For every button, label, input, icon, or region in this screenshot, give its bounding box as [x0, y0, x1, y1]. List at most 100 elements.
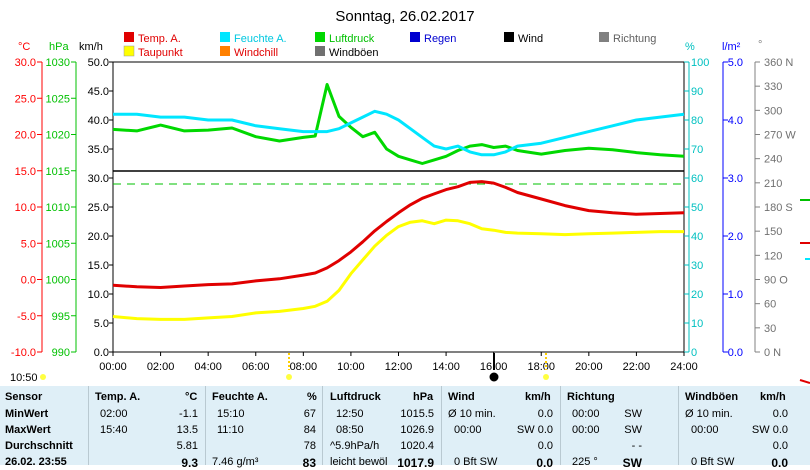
direction-max-time: 00:00 — [572, 424, 600, 436]
wind-min-value: 0.0 — [537, 408, 553, 420]
wind-axis-tick: 45.0 — [88, 86, 109, 98]
sensor-header: Sensor — [5, 391, 43, 403]
series-line-feuchte-a — [113, 109, 685, 157]
wind-axis-tick: 35.0 — [88, 144, 109, 156]
axis-unit-humidity: % — [685, 41, 695, 53]
gusts-unit: km/h — [760, 391, 786, 403]
sun-icon-left — [40, 374, 46, 380]
legend-swatch-pressure — [315, 32, 325, 42]
humidity-header: Feuchte A. — [212, 391, 268, 403]
data-series — [112, 83, 685, 321]
axis-unit-pressure: hPa — [49, 41, 69, 53]
pressure-axis-tick: 1005 — [46, 238, 70, 250]
legend-label-temp: Temp. A. — [138, 33, 181, 45]
temp-axis-tick: 25.0 — [15, 93, 36, 105]
pressure-max-value: 1026.9 — [400, 424, 434, 436]
divider-pressure — [322, 386, 323, 465]
direction-min-value: SW — [624, 408, 642, 420]
humidity-axis-tick: 10 — [691, 318, 703, 330]
x-axis-tick: 14:00 — [432, 361, 460, 373]
wind-axis-tick: 25.0 — [88, 202, 109, 214]
rain-axis-tick: 2.0 — [728, 231, 743, 243]
x-axis-tick: 10:00 — [337, 361, 365, 373]
pressure-axis-tick: 1010 — [46, 202, 70, 214]
wind-current-value: 0.0 — [536, 456, 553, 470]
series-line-temp-a — [112, 180, 685, 289]
legend-swatch-temp — [124, 32, 134, 42]
legend-swatch-humidity — [220, 32, 230, 42]
axis-unit-direction: ° — [758, 39, 762, 51]
legend-label-dewpoint: Taupunkt — [138, 47, 183, 59]
x-axis-tick: 20:00 — [575, 361, 603, 373]
pressure-axis-tick: 1030 — [46, 57, 70, 69]
gusts-min-value: 0.0 — [772, 408, 788, 420]
statistics-table: Sensor MinWert MaxWert Durchschnitt 26.0… — [0, 386, 810, 470]
temp-header: Temp. A. — [95, 391, 141, 403]
temp-axis-tick: -5.0 — [17, 311, 36, 323]
x-axis-tick: 04:00 — [194, 361, 222, 373]
edge-mark-red2 — [799, 379, 810, 384]
pressure-max-time: 08:50 — [336, 424, 364, 436]
legend-label-rain: Regen — [424, 33, 456, 45]
rain-axis-tick: 3.0 — [728, 173, 743, 185]
temp-axis-tick: 20.0 — [15, 130, 36, 142]
direction-axis-tick: 150 — [764, 226, 782, 238]
pressure-trend: ^5.9hPa/h — [330, 440, 380, 452]
wind-axis-tick: 15.0 — [88, 260, 109, 272]
divider-wind — [441, 386, 442, 465]
humidity-absolute: 7.46 g/m³ — [212, 456, 259, 468]
wind-axis-tick: 5.0 — [94, 318, 109, 330]
x-axis-tick: 22:00 — [623, 361, 651, 373]
direction-axis-tick: 0 N — [764, 347, 781, 359]
gusts-max-time: 00:00 — [691, 424, 719, 436]
x-axis-tick: 06:00 — [242, 361, 270, 373]
humidity-unit: % — [307, 391, 317, 403]
legend-label-gusts: Windböen — [329, 47, 379, 59]
humidity-axis-tick: 20 — [691, 289, 703, 301]
sunset-icon — [543, 374, 549, 380]
x-axis-tick: 00:00 — [99, 361, 127, 373]
temp-min-time: 02:00 — [100, 408, 128, 420]
row-label-max: MaxWert — [5, 424, 51, 436]
wind-avg-value: 0.0 — [537, 440, 553, 452]
legend-label-humidity: Feuchte A. — [234, 33, 287, 45]
direction-current-degrees: 225 ° — [572, 456, 598, 468]
humidity-axis-tick: 60 — [691, 173, 703, 185]
legend-label-wind: Wind — [518, 33, 543, 45]
wind-axis-tick: 40.0 — [88, 115, 109, 127]
chart-title: Sonntag, 26.02.2017 — [335, 8, 474, 25]
gusts-max-value: SW 0.0 — [751, 424, 788, 436]
pressure-unit: hPa — [413, 391, 434, 403]
pressure-current-value: 1017.9 — [397, 456, 434, 470]
temp-max-value: 13.5 — [176, 424, 198, 436]
direction-axis-tick: 270 W — [764, 130, 796, 142]
direction-header: Richtung — [567, 391, 615, 403]
humidity-axis-tick: 70 — [691, 144, 703, 156]
pressure-forecast: leicht bewöl — [330, 456, 388, 468]
pressure-axis-tick: 990 — [52, 347, 70, 359]
divider-humidity — [205, 386, 206, 465]
wind-axis-tick: 10.0 — [88, 289, 109, 301]
legend-label-pressure: Luftdruck — [329, 33, 375, 45]
direction-axis-tick: 180 S — [764, 202, 793, 214]
humidity-avg-value: 78 — [303, 440, 316, 452]
wind-axis-tick: 0.0 — [94, 347, 109, 359]
wind-current-bft: 0 Bft SW — [454, 456, 498, 468]
pressure-axis-tick: 1000 — [46, 275, 70, 287]
axis-unit-rain: l/m² — [722, 41, 741, 53]
legend-swatch-dewpoint — [123, 45, 135, 57]
direction-min-time: 00:00 — [572, 408, 600, 420]
time-marker-label: 10:50 — [10, 372, 38, 384]
legend-swatch-windchill — [220, 46, 230, 56]
series-line-taupunkt — [112, 218, 684, 321]
legend: Temp. A. Feuchte A. Luftdruck Regen Wind… — [123, 32, 656, 59]
direction-axis-tick: 30 — [764, 323, 776, 335]
humidity-axis-tick: 50 — [691, 202, 703, 214]
gusts-current-bft: 0 Bft SW — [691, 456, 735, 468]
x-axis-tick: 08:00 — [290, 361, 318, 373]
humidity-max-value: 84 — [303, 424, 316, 436]
wind-min-label: Ø 10 min. — [448, 408, 496, 420]
direction-axis-tick: 240 — [764, 154, 782, 166]
direction-axis-tick: 210 — [764, 178, 782, 190]
temp-max-time: 15:40 — [100, 424, 128, 436]
